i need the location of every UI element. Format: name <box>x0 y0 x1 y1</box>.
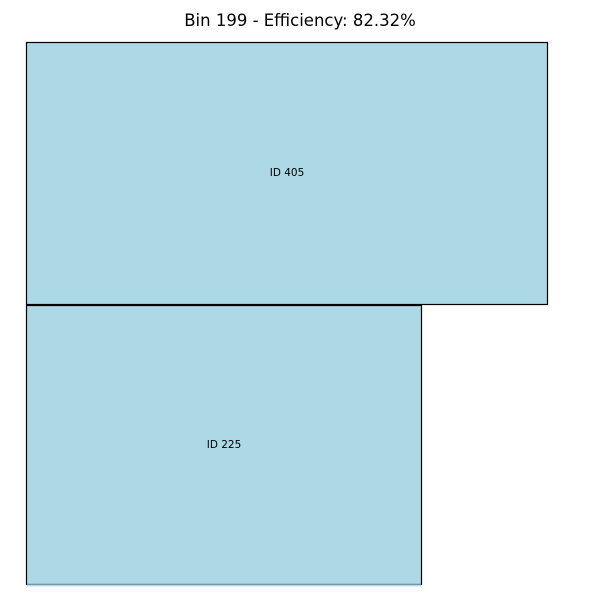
packed-item-225: ID 225 <box>25 304 423 586</box>
clip-edge-mask <box>27 584 421 587</box>
item-225-rect <box>25 304 423 586</box>
bin-title: Bin 199 - Efficiency: 82.32% <box>184 11 416 30</box>
packed-item-405: ID 405 <box>25 41 549 306</box>
item-405-label: ID 405 <box>270 167 305 179</box>
item-225-label: ID 225 <box>207 439 242 451</box>
item-405-rect <box>25 41 549 306</box>
